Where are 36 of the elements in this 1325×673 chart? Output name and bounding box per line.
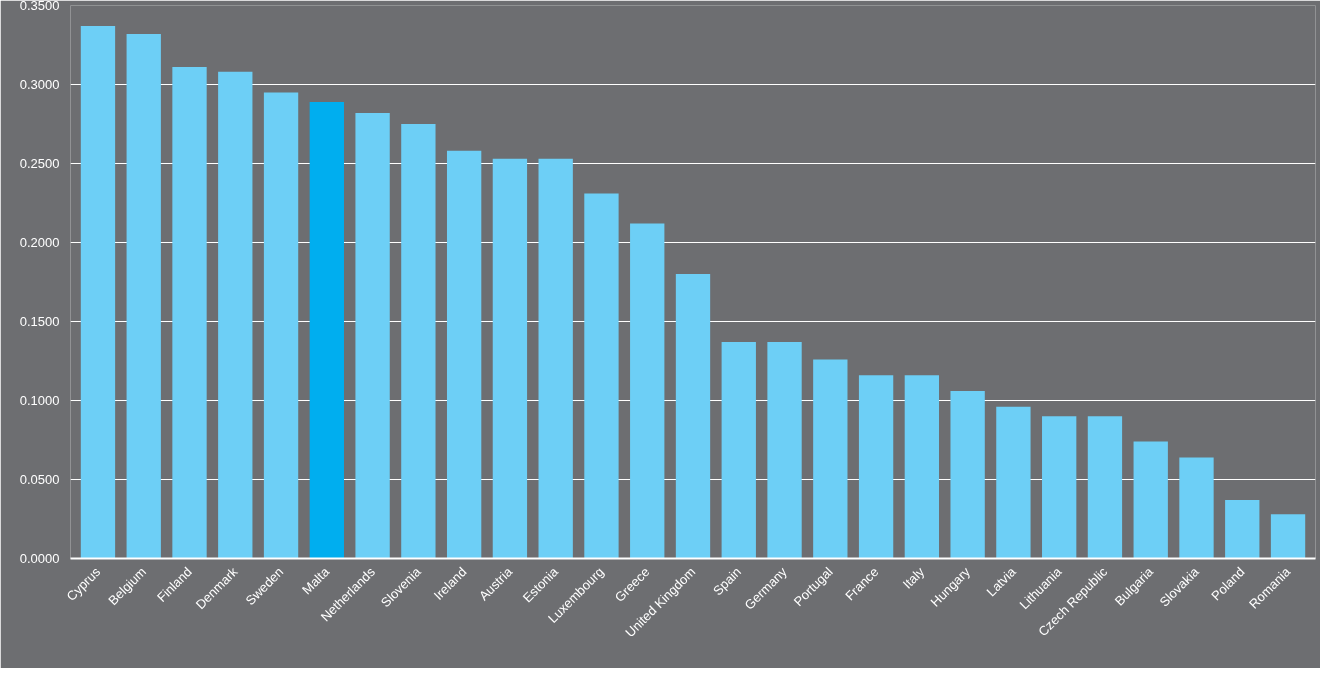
bar	[80, 26, 116, 559]
bar	[1270, 514, 1306, 559]
y-tick-label: 0.3000	[19, 77, 60, 92]
bar	[1225, 500, 1260, 559]
bar	[218, 71, 253, 559]
y-tick-label: 0.2000	[19, 235, 60, 250]
bar	[538, 158, 573, 559]
y-tick-label: 0.1000	[19, 393, 60, 408]
bar	[1042, 416, 1077, 559]
y-tick-label: 0.0500	[19, 472, 60, 487]
bar	[767, 342, 802, 559]
bar	[172, 67, 207, 559]
bar	[446, 150, 482, 559]
bar	[858, 375, 894, 559]
bar	[721, 342, 756, 559]
bar	[630, 223, 665, 559]
y-tick-label: 0.2500	[19, 156, 60, 171]
bar	[1179, 457, 1214, 559]
y-tick-label: 0.3500	[19, 0, 60, 13]
bar	[584, 193, 619, 559]
bar	[1133, 441, 1168, 559]
bar	[126, 33, 161, 559]
bar	[904, 375, 940, 559]
bar	[1087, 416, 1123, 559]
bar	[355, 112, 390, 559]
bar	[813, 359, 848, 559]
bar	[996, 406, 1031, 559]
x-tick-label: Italy	[899, 563, 928, 592]
bar	[401, 124, 436, 559]
y-tick-label: 0.0000	[19, 551, 60, 566]
bar	[950, 391, 985, 559]
y-tick-label: 0.1500	[19, 314, 60, 329]
bar	[492, 158, 528, 559]
bar	[263, 92, 299, 559]
bar	[675, 274, 711, 559]
bar	[309, 101, 344, 559]
